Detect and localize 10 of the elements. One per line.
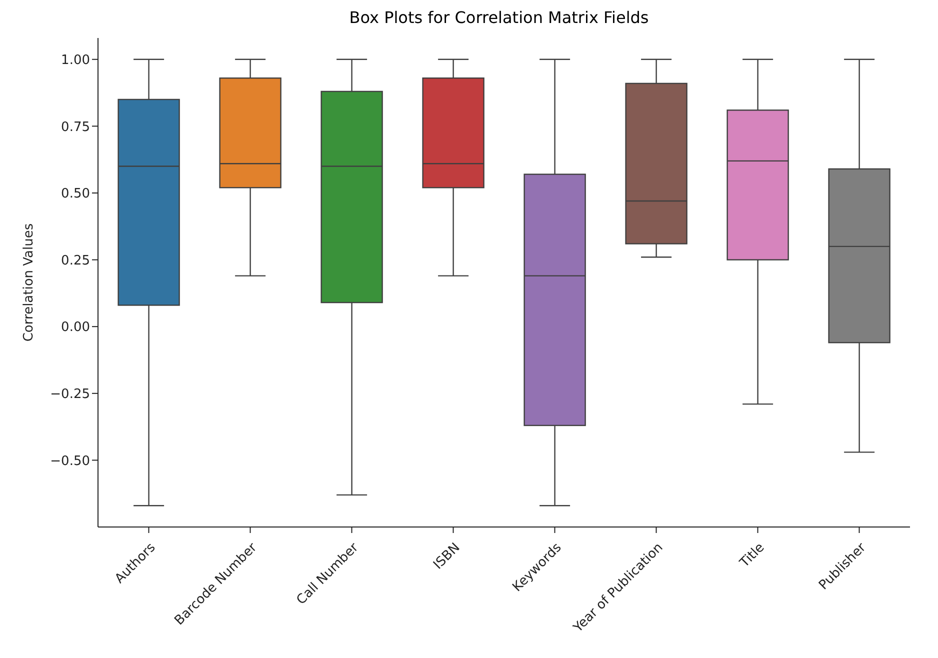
y-tick-label: −0.50	[50, 454, 90, 469]
y-tick-label: 0.25	[61, 253, 90, 268]
y-tick-label: 0.75	[61, 120, 90, 135]
y-tick-label: 0.50	[61, 186, 90, 202]
y-tick-label: −0.25	[50, 387, 90, 402]
chart-title: Box Plots for Correlation Matrix Fields	[348, 8, 650, 29]
y-tick-label: 0.00	[61, 320, 90, 336]
y-tick-label: 1.00	[61, 52, 90, 68]
x-tick-label: Title	[736, 540, 768, 572]
y-axis-title: Correlation Values	[22, 223, 37, 342]
